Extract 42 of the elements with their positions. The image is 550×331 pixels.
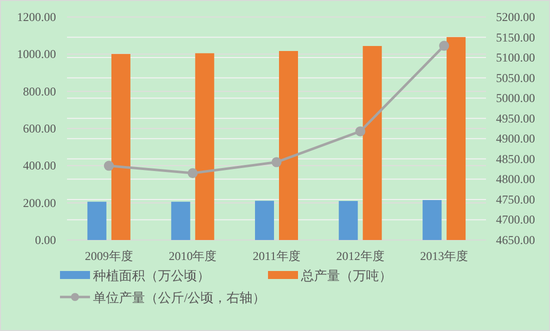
bar [338,200,358,240]
point [272,157,282,168]
point [355,126,366,136]
y2-tick-label: 4900.00 [496,132,535,146]
bar [362,46,382,240]
y-tick-label: 400.00 [23,158,56,173]
y-tick-label: 800.00 [23,84,56,98]
y2-tick-label: 5200.00 [496,10,535,24]
y-tick-label: 600.00 [23,122,56,136]
x-tick-label: 2010年度 [168,249,217,263]
y-tick-label: 1200.00 [17,10,56,24]
x-tick-label: 2012年度 [336,249,384,263]
legend-label: 单位产量（公斤/公顷，右轴） [93,290,266,305]
bar [422,200,442,240]
y2-tick-label: 5000.00 [496,91,535,106]
y2-tick-label: 4700.00 [496,212,535,227]
y2-tick-label: 5150.00 [496,30,535,44]
y2-tick-label: 5100.00 [496,50,535,65]
x-tick-label: 2011年度 [252,249,300,263]
y-tick-label: 1000.00 [17,47,56,62]
bar [111,54,130,240]
y2-tick-label: 4850.00 [496,152,535,166]
x-tick-label: 2009年度 [84,249,133,263]
y2-tick-label: 4650.00 [496,233,535,247]
point [439,40,450,51]
y2-tick-label: 4750.00 [496,192,535,206]
legend-label: 种植面积（万公顷） [93,268,210,283]
y2-tick-label: 4800.00 [496,172,535,186]
bar [87,202,106,240]
point [188,168,198,178]
point [104,160,114,171]
y-tick-label: 0.00 [35,233,56,247]
legend-label: 总产量（万吨） [300,268,392,283]
y2-tick-label: 4950.00 [496,111,535,126]
y2-tick-label: 5050.00 [496,70,535,85]
bar [171,202,190,240]
y-tick-label: 200.00 [23,196,56,210]
x-tick-label: 2013年度 [420,249,468,263]
bar [195,53,214,240]
bar [446,37,466,240]
bar [279,51,298,240]
bar [255,200,274,240]
